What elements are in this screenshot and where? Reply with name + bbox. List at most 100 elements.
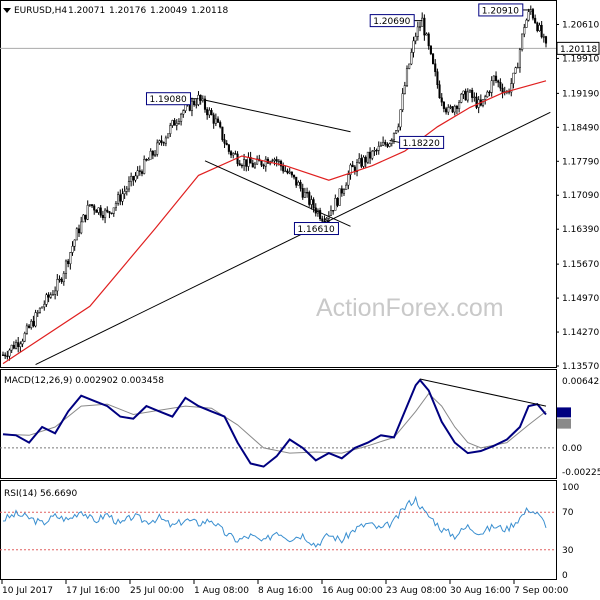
candle-body — [438, 84, 441, 99]
high-value: 1.20176 — [109, 6, 146, 16]
candle-body — [247, 156, 250, 167]
candle-body — [80, 221, 83, 234]
candle-body — [423, 17, 426, 36]
macd-line — [2, 378, 547, 468]
candle-body — [310, 199, 313, 205]
candle-body — [130, 176, 133, 182]
price-annotation: 1.20910 — [478, 3, 531, 16]
candle-body — [447, 107, 450, 113]
candle-body — [106, 209, 109, 212]
candle-body — [264, 158, 267, 167]
candle-body — [25, 325, 28, 334]
candle-body — [203, 98, 207, 110]
candle-body — [262, 164, 265, 167]
candle-body — [132, 176, 135, 181]
candle-body — [288, 171, 291, 174]
rsi-tick-label: 70 — [562, 508, 574, 518]
macd-signal-line — [2, 392, 547, 454]
candle-body — [160, 140, 163, 143]
candle-body — [93, 205, 96, 211]
candle-body — [297, 182, 300, 186]
candle-body — [6, 355, 9, 358]
candle-body — [45, 294, 48, 305]
trendline-support — [35, 111, 551, 365]
candle-body — [164, 137, 167, 144]
trendline-channel-upper — [204, 99, 351, 133]
annotation-label: 1.20690 — [373, 17, 410, 27]
time-tick-label: 30 Aug 16:00 — [450, 586, 511, 596]
candle-body — [227, 144, 230, 152]
candle-body — [373, 149, 376, 152]
candle-body — [425, 33, 428, 36]
open-value: 1.20071 — [68, 6, 105, 16]
candle-body — [67, 260, 70, 265]
candle-body — [490, 80, 493, 93]
candle-body — [201, 98, 204, 101]
candle-body — [51, 294, 55, 296]
candle-body — [286, 170, 289, 174]
candle-body — [329, 210, 333, 216]
candle-body — [221, 126, 224, 140]
candle-body — [151, 150, 154, 156]
candle-body — [193, 100, 196, 106]
candle-body — [230, 151, 233, 156]
candle-body — [473, 96, 476, 99]
candle-body — [43, 304, 46, 308]
candle-body — [56, 279, 59, 292]
rsi-series-layer — [0, 495, 556, 551]
candle-body — [518, 49, 521, 68]
candle-body — [521, 33, 524, 50]
candle-body — [277, 160, 280, 163]
candle-body — [123, 191, 126, 195]
time-tick-label: 23 Aug 08:00 — [386, 586, 447, 596]
candle-body — [527, 11, 530, 21]
price-annotation: 1.16610 — [293, 218, 339, 236]
candle-body — [451, 106, 454, 113]
candle-body — [153, 154, 157, 156]
candle-body — [362, 156, 365, 167]
macd-trendline — [419, 378, 547, 407]
price-annotation: 1.18220 — [389, 135, 445, 149]
candle-body — [216, 118, 220, 123]
candle-body — [41, 306, 44, 309]
candle-body — [73, 239, 76, 247]
candle-body — [23, 333, 26, 342]
macd-tick-label: 0.00 — [562, 444, 582, 454]
price-tick-label: 1.19190 — [562, 89, 599, 99]
candle-body — [336, 198, 339, 206]
candle-body — [388, 143, 391, 147]
candle-body — [458, 102, 461, 109]
candle-body — [249, 156, 252, 164]
close-value: 1.20118 — [191, 6, 228, 16]
candle-body — [279, 160, 283, 167]
candle-body — [531, 9, 535, 19]
candle-body — [436, 71, 439, 85]
candle-body — [34, 312, 37, 327]
candle-body — [468, 89, 472, 93]
candle-body — [525, 19, 528, 28]
candle-body — [382, 142, 385, 146]
candle-body — [536, 22, 539, 31]
price-tick-label: 1.18490 — [562, 123, 599, 133]
candle-body — [529, 9, 532, 12]
time-tick-label: 25 Jul 00:00 — [130, 586, 184, 596]
candle-body — [494, 75, 498, 81]
price-tick-label: 1.14270 — [562, 328, 599, 338]
rsi-tick-label: 0 — [562, 571, 568, 581]
candle-body — [10, 344, 13, 351]
time-tick-label: 7 Sep 00:00 — [514, 586, 569, 596]
candle-body — [162, 142, 165, 144]
candle-body — [69, 252, 72, 265]
candle-body — [440, 97, 443, 103]
candle-body — [538, 24, 541, 31]
candle-body — [234, 153, 237, 155]
candle-body — [238, 163, 241, 166]
candle-body — [445, 108, 448, 113]
candle-body — [125, 188, 128, 192]
candle-body — [243, 159, 246, 167]
candle-body — [360, 158, 363, 167]
candle-body — [299, 182, 302, 189]
candle-body — [84, 214, 87, 220]
candle-body — [195, 104, 198, 106]
